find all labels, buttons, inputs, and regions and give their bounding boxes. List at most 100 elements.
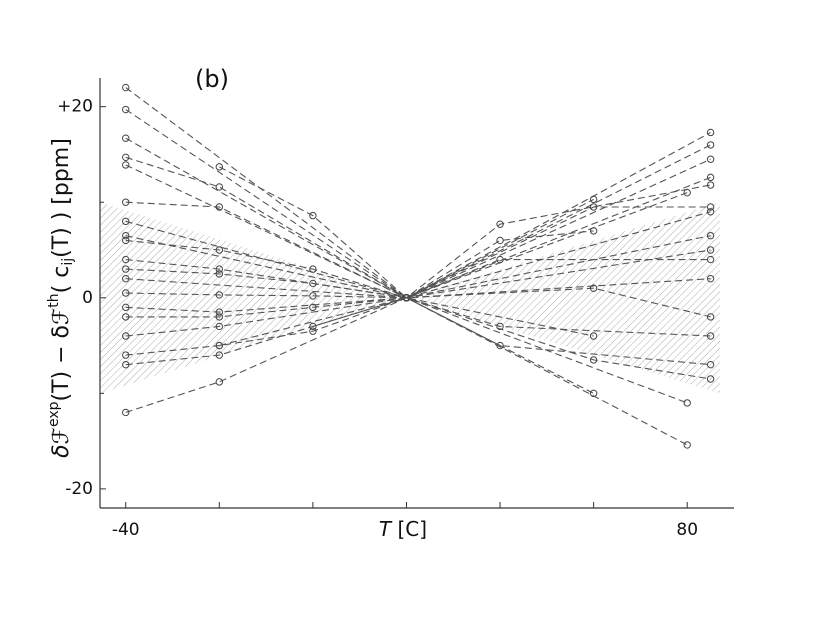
point	[215, 183, 224, 191]
point	[309, 303, 317, 312]
y-label-part: ( c	[49, 266, 74, 294]
y-label-part: ij	[60, 258, 76, 266]
point	[122, 360, 130, 369]
series-line	[125, 109, 711, 299]
point	[706, 208, 715, 216]
series-line	[125, 278, 711, 299]
series-line	[125, 235, 711, 299]
point	[496, 322, 504, 331]
point	[309, 211, 317, 220]
point	[706, 255, 715, 264]
point	[706, 203, 715, 211]
point	[122, 236, 130, 245]
y-label-part: th	[46, 293, 62, 307]
point	[122, 134, 130, 142]
point	[122, 83, 130, 92]
y-tick-label: -20	[65, 479, 93, 499]
point	[706, 360, 715, 369]
point	[589, 227, 598, 235]
y-label-part: (T) − δℱ	[49, 308, 74, 402]
point	[122, 303, 130, 312]
point	[309, 327, 317, 335]
y-label-part: exp	[46, 401, 62, 427]
series-line	[125, 297, 594, 413]
point	[122, 161, 130, 169]
point	[215, 313, 224, 321]
point	[706, 181, 715, 189]
point	[706, 231, 715, 240]
x-tick-label: -40	[112, 520, 140, 540]
series-line	[125, 297, 594, 337]
point	[589, 195, 598, 204]
point	[215, 351, 224, 359]
x-label-part: T	[379, 517, 393, 541]
point	[215, 341, 224, 350]
point	[215, 322, 224, 331]
point	[706, 332, 715, 340]
y-tick-label: +20	[57, 97, 93, 117]
point	[122, 408, 130, 417]
point	[122, 255, 130, 264]
point	[706, 173, 715, 182]
y-label-part: δℱ	[49, 427, 74, 458]
point	[706, 246, 715, 254]
point	[122, 231, 130, 240]
point	[122, 332, 130, 340]
point	[589, 203, 598, 211]
x-axis-label: T [C]	[379, 517, 427, 541]
point	[496, 255, 504, 264]
point	[215, 378, 224, 386]
point	[122, 153, 130, 162]
point	[706, 155, 715, 163]
point	[122, 265, 130, 273]
series-line	[125, 156, 711, 299]
point	[215, 270, 224, 278]
point	[215, 265, 224, 273]
point	[496, 236, 504, 245]
point	[309, 322, 317, 331]
series-line	[125, 259, 711, 299]
point	[309, 279, 317, 288]
point	[589, 284, 598, 292]
series-line	[125, 206, 711, 299]
point	[122, 289, 130, 297]
series-line	[125, 297, 711, 366]
point	[122, 274, 130, 283]
point	[215, 308, 224, 316]
point	[706, 141, 715, 149]
point	[402, 294, 411, 302]
point	[309, 265, 317, 273]
point	[309, 292, 317, 300]
point	[215, 291, 224, 299]
point	[215, 203, 224, 211]
point	[122, 105, 130, 114]
y-label-part: (T) ) [ppm]	[49, 138, 74, 258]
series-line	[125, 230, 594, 299]
point	[215, 246, 224, 254]
point	[706, 313, 715, 321]
series-line	[125, 211, 711, 299]
chart-title: (b)	[195, 65, 229, 93]
series-line	[125, 297, 711, 337]
point	[706, 375, 715, 383]
series-line	[312, 297, 688, 446]
series-line	[125, 235, 711, 299]
point	[215, 163, 224, 171]
point	[122, 351, 130, 359]
point	[496, 220, 504, 228]
point	[589, 389, 598, 398]
point	[122, 217, 130, 226]
point	[589, 356, 598, 364]
point	[683, 441, 691, 449]
series-line	[125, 87, 711, 299]
y-tick-label: 0	[82, 288, 93, 308]
y-axis-label: δℱexp(T) − δℱth( cij(T) ) [ppm]	[46, 138, 76, 458]
point	[683, 399, 691, 407]
point	[706, 128, 715, 137]
point	[589, 332, 598, 340]
point	[122, 198, 130, 206]
point	[706, 274, 715, 283]
series-line	[219, 166, 711, 299]
point	[122, 313, 130, 321]
